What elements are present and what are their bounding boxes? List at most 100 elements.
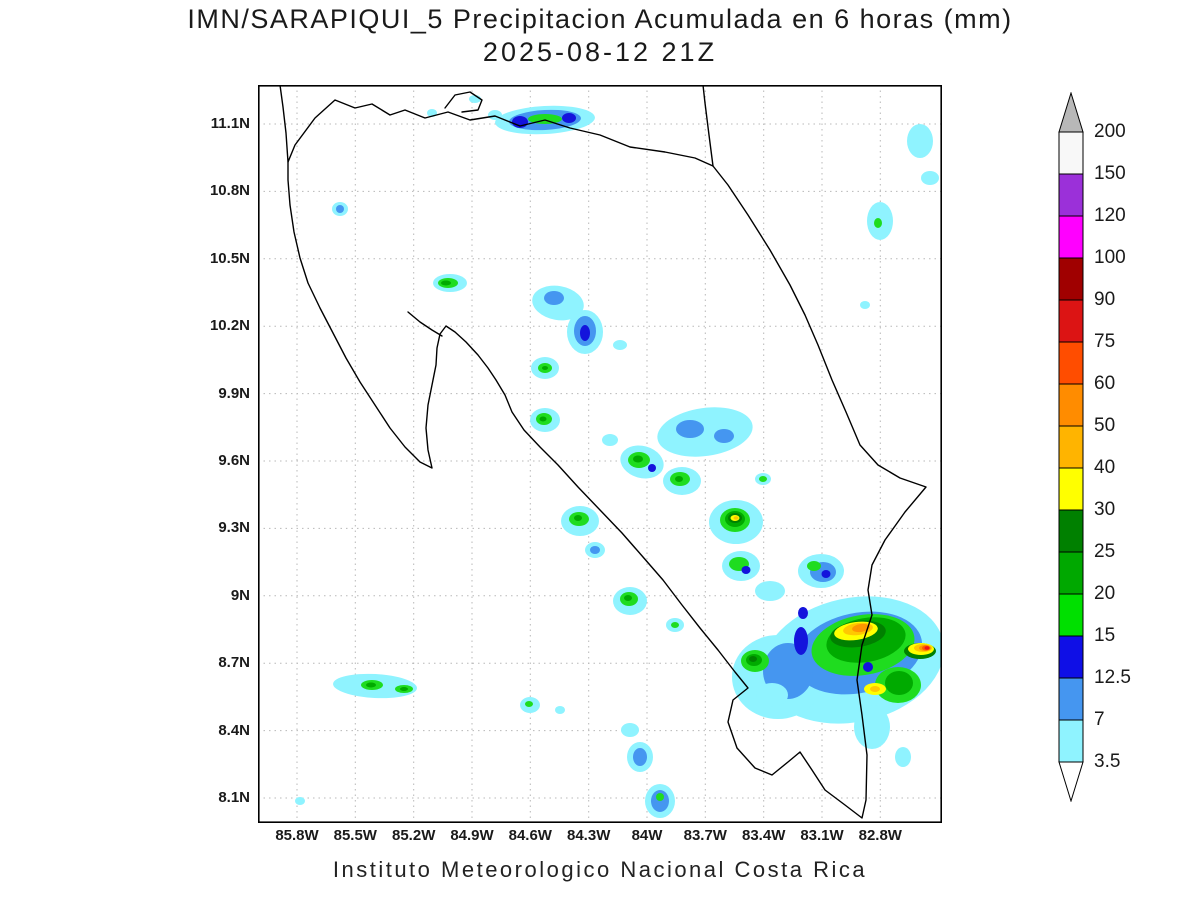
- precip-blob-level-12.5: [741, 566, 751, 574]
- precip-blob-level-20: [400, 687, 408, 691]
- precip-blob-level-20: [441, 280, 451, 286]
- colorbar-cell: [1058, 677, 1084, 721]
- lat-tick-label: 10.8N: [209, 182, 250, 200]
- colorbar-cell: [1058, 467, 1084, 511]
- colorbar-label: 150: [1094, 163, 1126, 184]
- colorbar-label: 3.5: [1094, 751, 1121, 772]
- precip-blob-level-12.5: [798, 607, 808, 619]
- precip-blob-level-15: [671, 622, 679, 628]
- lake-shore-detail: [444, 91, 483, 113]
- chart-subtitle: 2025-08-12 21Z: [482, 37, 718, 67]
- precip-blob-level-12.5: [580, 325, 590, 341]
- precip-blob-level-25: [749, 656, 757, 662]
- precip-blob-level-7: [590, 546, 600, 554]
- colorbar-cell: [1058, 341, 1084, 385]
- colorbar-label: 30: [1094, 499, 1116, 520]
- lat-tick-label: 9.9N: [218, 384, 250, 402]
- precip-blob-level-75: [924, 646, 930, 650]
- latitude-axis: 11.1N 10.8N 10.5N 10.2N 9.9N 9.6N 9.3N 9N 8.7N 8.…: [168, 85, 250, 823]
- precip-blob-level-15: [656, 793, 664, 801]
- lat-tick-label: 8.7N: [218, 654, 250, 672]
- nicaragua-caribbean-coast: [702, 85, 714, 167]
- lat-tick-label: 11.1N: [210, 115, 250, 132]
- precip-blob-level-15: [759, 476, 767, 482]
- nicaragua-pacific-coast: [279, 85, 289, 163]
- longitude-axis: 85.8W 85.5W 85.2W 84.9W 84.6W 84.3W 84W 83.7W 83…: [258, 827, 942, 849]
- colorbar-cell: [1058, 593, 1084, 637]
- precip-blob-level-7: [336, 205, 344, 213]
- precip-blob-level-3.5: [854, 705, 890, 749]
- precip-blob-level-3.5: [555, 706, 565, 714]
- colorbar-label: 40: [1094, 457, 1116, 478]
- precip-blob-level-3.5: [469, 95, 481, 103]
- colorbar-arrow-bottom: [1058, 761, 1084, 802]
- lon-tick-label: 84W: [631, 827, 663, 844]
- lat-tick-label: 9.6N: [218, 452, 250, 469]
- colorbar-cell: [1058, 131, 1084, 175]
- colorbar-cell: [1058, 719, 1084, 763]
- precip-blob-level-15: [525, 701, 533, 707]
- precip-blob-level-3.5: [756, 683, 788, 707]
- precip-blob-level-20: [542, 366, 548, 370]
- precip-blob-level-12.5: [821, 570, 831, 578]
- lat-tick-label: 10.2N: [209, 317, 250, 335]
- costa-rica-outline: [287, 99, 927, 819]
- precip-blob-level-3.5: [860, 301, 870, 309]
- colorbar-scale: [1058, 92, 1084, 802]
- colorbar-label: 100: [1094, 247, 1126, 268]
- precip-blob-level-3.5: [907, 124, 933, 158]
- lon-tick-label: 83.4W: [742, 827, 786, 844]
- precip-blob-level-15: [807, 561, 821, 571]
- colorbar-label: 12.5: [1094, 667, 1131, 688]
- precip-blob-level-15: [874, 218, 882, 228]
- colorbar-label: 7: [1094, 709, 1105, 730]
- precip-blob-level-3.5: [895, 747, 911, 767]
- colorbar-cell: [1058, 635, 1084, 679]
- colorbar-label: 90: [1094, 289, 1116, 310]
- colorbar-label: 25: [1094, 541, 1116, 562]
- lon-tick-label: 84.6W: [508, 827, 552, 844]
- lon-tick-label: 85.8W: [275, 827, 319, 844]
- precip-blob-level-3.5: [602, 434, 618, 446]
- precip-blob-level-7: [633, 748, 647, 766]
- lat-tick-label: 9.3N: [218, 519, 250, 537]
- colorbar-cell: [1058, 425, 1084, 469]
- precip-blob-level-20: [366, 682, 376, 688]
- colorbar-label: 15: [1094, 625, 1116, 646]
- lat-tick-label: 8.1N: [218, 789, 250, 806]
- precip-blob-level-12.5: [648, 464, 656, 472]
- lat-tick-label: 9N: [230, 586, 250, 604]
- colorbar-cell: [1058, 173, 1084, 217]
- colorbar-legend: 200 150 120 100 90 75 60 50 40 30 25 20 15 12.5 7 3.5: [1058, 92, 1198, 806]
- colorbar-label: 20: [1094, 583, 1116, 604]
- precip-blob-level-20: [539, 416, 547, 422]
- precip-blob-level-50: [852, 623, 870, 633]
- precip-blob-level-40: [733, 516, 739, 520]
- precip-blob-level-20: [624, 595, 632, 601]
- precip-blob-level-3.5: [657, 407, 753, 457]
- map-frame-border: [258, 85, 942, 823]
- gulf-of-nicoya-inlet: [407, 311, 443, 337]
- precip-blob-level-7: [544, 291, 564, 305]
- footer-caption: Instituto Meteorologico Nacional Costa R…: [332, 857, 868, 882]
- lon-tick-label: 83.7W: [683, 827, 727, 844]
- precip-blob-level-7: [676, 420, 704, 438]
- precip-blob-level-3.5: [613, 340, 627, 350]
- colorbar-cell: [1058, 215, 1084, 259]
- precip-blob-level-3.5: [755, 581, 785, 601]
- colorbar-cell: [1058, 551, 1084, 595]
- colorbar-arrow-top: [1058, 92, 1084, 133]
- lon-tick-label: 83.1W: [800, 827, 844, 844]
- precip-blob-level-20: [574, 515, 582, 521]
- colorbar-cell: [1058, 257, 1084, 301]
- precip-blob-level-3.5: [921, 171, 939, 185]
- precip-blob-level-20: [675, 476, 683, 482]
- map-area: [258, 85, 942, 823]
- colorbar-label: 60: [1094, 373, 1116, 394]
- colorbar-cell: [1058, 299, 1084, 343]
- precip-blob-level-3.5: [295, 797, 305, 805]
- colorbar-label: 120: [1094, 205, 1126, 226]
- precip-blob-level-7: [714, 429, 734, 443]
- precip-blob-level-20: [885, 671, 913, 695]
- colorbar-label: 200: [1094, 121, 1126, 142]
